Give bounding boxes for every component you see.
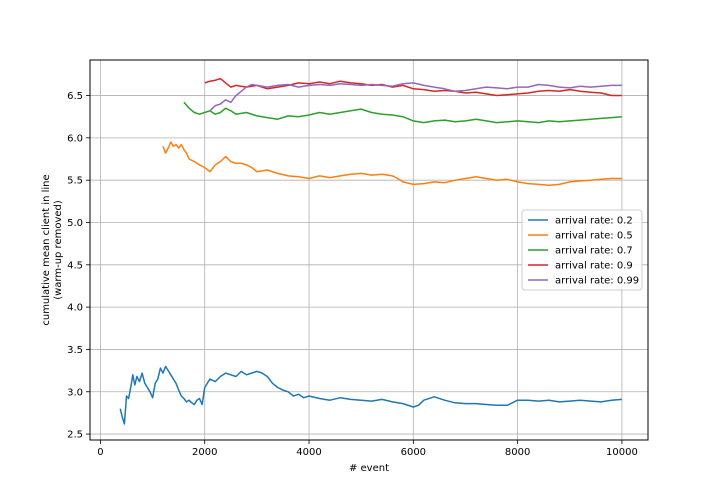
y-axis-label-line-1: cumulative mean client in line: [41, 174, 52, 325]
x-tick-label: 0: [97, 447, 103, 458]
series-line-1: [162, 141, 622, 187]
x-tick-label: 2000: [192, 447, 217, 458]
x-tick-label: 8000: [505, 447, 530, 458]
x-tick-label: 10000: [606, 447, 638, 458]
x-tick-label: 6000: [401, 447, 426, 458]
legend-label: arrival rate: 0.9: [555, 261, 633, 272]
y-tick-label: 5.0: [67, 218, 83, 229]
x-axis-label: # event: [349, 463, 389, 474]
y-tick-label: 6.0: [67, 133, 83, 144]
series-line-0: [119, 365, 622, 425]
y-axis-label-line-2: (warm-up removed): [53, 200, 64, 300]
series-lines: [119, 77, 622, 425]
y-tick-label: 2.5: [67, 430, 83, 441]
plot-frame: [89, 59, 649, 441]
series-line-4: [209, 82, 622, 112]
legend-label: arrival rate: 0.5: [555, 231, 633, 242]
y-axis-label: cumulative mean client in line (warm-up …: [41, 174, 64, 325]
x-axis-ticks: 0 2000 4000 6000 8000 10000: [97, 440, 638, 458]
y-tick-label: 6.5: [67, 91, 83, 102]
legend-label: arrival rate: 0.7: [555, 246, 633, 257]
legend-box: [521, 209, 643, 291]
y-tick-label: 5.5: [67, 176, 83, 187]
grid: [90, 60, 648, 440]
x-tick-label: 4000: [296, 447, 321, 458]
y-axis-ticks: 2.5 3.0 3.5 4.0 4.5 5.0 5.5 6.0 6.5: [67, 91, 90, 441]
y-tick-label: 3.0: [67, 387, 83, 398]
legend-label: arrival rate: 0.99: [555, 276, 639, 287]
y-tick-label: 3.5: [67, 345, 83, 356]
legend: arrival rate: 0.2 arrival rate: 0.5 arriva…: [521, 209, 643, 291]
y-tick-label: 4.0: [67, 303, 83, 314]
y-tick-label: 4.5: [67, 260, 83, 271]
series-line-2: [183, 101, 622, 124]
legend-label: arrival rate: 0.2: [555, 216, 633, 227]
